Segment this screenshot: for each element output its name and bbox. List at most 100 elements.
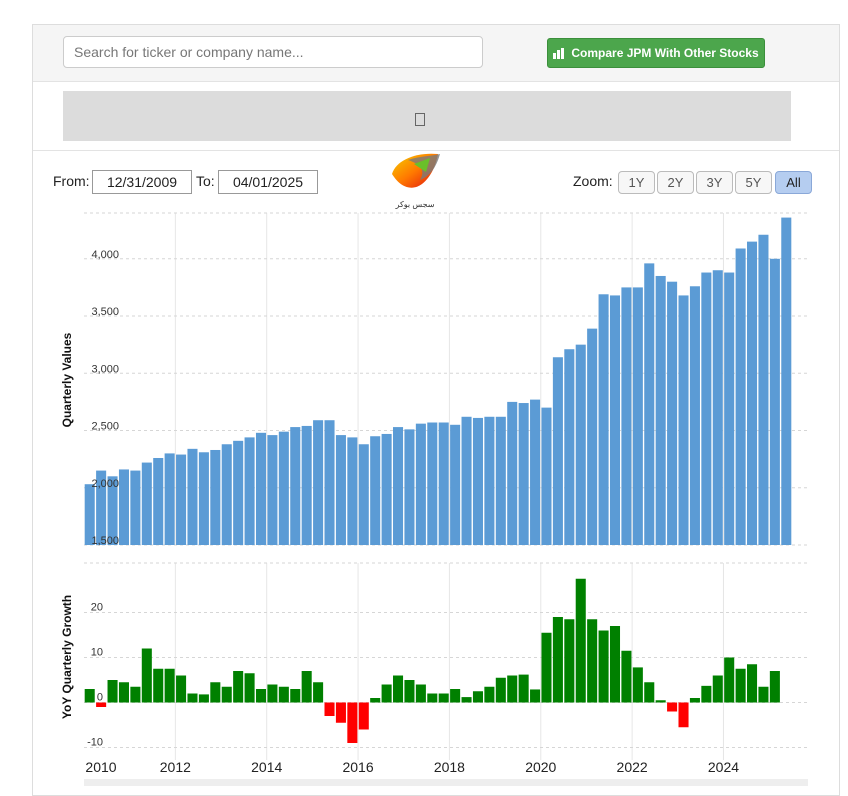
quarterly-value-bar bbox=[598, 294, 609, 545]
yoy-growth-bar bbox=[233, 671, 244, 703]
yoy-growth-bar bbox=[758, 686, 769, 703]
yoy-growth-bar bbox=[255, 689, 267, 703]
yoy-growth-bar bbox=[461, 697, 472, 703]
yoy-growth-bar bbox=[96, 702, 107, 707]
search-input[interactable] bbox=[63, 36, 483, 68]
zoom-3y-button[interactable]: 3Y bbox=[696, 171, 733, 194]
zoom-2y-button[interactable]: 2Y bbox=[657, 171, 694, 194]
top-toolbar: Compare JPM With Other Stocks bbox=[33, 25, 839, 82]
yoy-growth-bar bbox=[164, 668, 175, 703]
x-tick-label: 2020 bbox=[525, 759, 556, 775]
bottom-y-axis-label: YoY Quarterly Growth bbox=[60, 595, 74, 719]
yoy-growth-bar bbox=[153, 668, 164, 703]
zoom-all-button[interactable]: All bbox=[775, 171, 812, 194]
quarterly-value-bar bbox=[427, 422, 438, 545]
quarterly-value-bar bbox=[164, 453, 175, 545]
yoy-growth-bar bbox=[530, 689, 541, 703]
y-tick-label: 4,000 bbox=[91, 249, 119, 261]
yoy-growth-bar bbox=[427, 693, 438, 703]
quarterly-value-bar bbox=[255, 432, 267, 545]
yoy-growth-bar bbox=[176, 675, 187, 703]
zoom-5y-button[interactable]: 5Y bbox=[735, 171, 772, 194]
yoy-growth-bar bbox=[667, 702, 678, 712]
quarterly-value-bar bbox=[187, 448, 198, 545]
quarterly-value-bar bbox=[347, 437, 358, 545]
quarterly-value-bar bbox=[130, 470, 141, 545]
yoy-growth-bar bbox=[701, 685, 712, 703]
y-tick-label: 2,000 bbox=[91, 478, 119, 490]
zoom-label: Zoom: bbox=[573, 173, 613, 189]
ad-placeholder bbox=[63, 91, 791, 141]
compare-button-label: Compare JPM With Other Stocks bbox=[571, 46, 759, 60]
x-tick-label: 2014 bbox=[251, 759, 282, 775]
yoy-growth-bar bbox=[141, 648, 152, 703]
yoy-growth-bar bbox=[438, 693, 449, 703]
quarterly-value-bar bbox=[507, 401, 518, 545]
yoy-growth-bar bbox=[370, 698, 381, 703]
yoy-growth-bar bbox=[609, 626, 621, 703]
divider bbox=[33, 150, 839, 151]
yoy-growth-bar bbox=[541, 632, 552, 703]
quarterly-value-bar bbox=[404, 429, 415, 545]
quarterly-value-bar bbox=[290, 427, 301, 545]
quarterly-value-bar bbox=[735, 248, 746, 545]
yoy-growth-bar bbox=[324, 702, 335, 716]
quarterly-value-bar bbox=[278, 431, 289, 545]
yoy-growth-bar bbox=[484, 686, 495, 703]
top-y-axis-label: Quarterly Values bbox=[60, 332, 74, 427]
quarterly-value-bar bbox=[644, 263, 655, 545]
yoy-growth-bar bbox=[552, 617, 563, 703]
to-label: To: bbox=[196, 173, 215, 189]
yoy-growth-bar bbox=[313, 682, 324, 703]
quarterly-value-bar bbox=[313, 420, 324, 545]
quarterly-value-bar bbox=[575, 344, 586, 545]
quarterly-value-bar bbox=[701, 272, 712, 545]
quarterly-value-bar bbox=[495, 416, 506, 545]
yoy-growth-bar bbox=[404, 680, 415, 703]
quarterly-value-bar bbox=[244, 437, 255, 545]
quarterly-value-bar bbox=[689, 286, 700, 545]
quarterly-value-bar bbox=[667, 281, 678, 545]
x-tick-label: 2022 bbox=[617, 759, 648, 775]
yoy-growth-bar bbox=[621, 650, 632, 703]
y-tick-label: 10 bbox=[91, 647, 103, 659]
yoy-growth-bar bbox=[118, 682, 129, 703]
yoy-growth-bar bbox=[381, 684, 392, 703]
quarterly-value-bar bbox=[210, 449, 221, 545]
navigator-scrollbar[interactable] bbox=[84, 779, 808, 786]
to-date-input[interactable]: 04/01/2025 bbox=[218, 170, 318, 194]
from-date-input[interactable]: 12/31/2009 bbox=[92, 170, 192, 194]
quarterly-value-bar bbox=[450, 424, 461, 545]
yoy-growth-bar bbox=[187, 693, 198, 703]
quarterly-value-bar bbox=[358, 444, 369, 545]
quarterly-value-bar bbox=[335, 435, 346, 545]
yoy-growth-bar bbox=[290, 689, 301, 703]
yoy-growth-bar bbox=[507, 675, 518, 703]
yoy-growth-bar bbox=[358, 702, 369, 730]
quarterly-value-bar bbox=[96, 470, 107, 545]
quarterly-value-bar bbox=[438, 422, 449, 545]
quarterly-value-bar bbox=[758, 234, 769, 546]
quarterly-value-bar bbox=[141, 462, 152, 545]
quarterly-value-bar bbox=[769, 258, 780, 545]
x-tick-label: 2016 bbox=[342, 759, 373, 775]
broken-image-icon bbox=[415, 113, 425, 126]
y-tick-label: 3,500 bbox=[91, 306, 119, 318]
quarterly-value-bar bbox=[370, 436, 381, 545]
quarterly-value-bar bbox=[609, 295, 621, 545]
zoom-1y-button[interactable]: 1Y bbox=[618, 171, 655, 194]
yoy-growth-bar bbox=[450, 689, 461, 703]
compare-button[interactable]: Compare JPM With Other Stocks bbox=[547, 38, 765, 68]
quarterly-value-bar bbox=[484, 416, 495, 545]
y-tick-label: 20 bbox=[91, 602, 103, 614]
bar-chart-icon bbox=[553, 47, 565, 59]
y-tick-label: 2,500 bbox=[91, 421, 119, 433]
quarterly-value-bar bbox=[107, 476, 118, 545]
yoy-growth-bar bbox=[495, 677, 506, 703]
yoy-growth-bar bbox=[712, 675, 723, 703]
yoy-growth-bar bbox=[244, 673, 255, 703]
yoy-growth-bar bbox=[84, 689, 95, 703]
quarterly-value-bar bbox=[472, 417, 483, 545]
quarterly-value-bar bbox=[678, 295, 689, 545]
yoy-growth-bar bbox=[518, 674, 529, 703]
